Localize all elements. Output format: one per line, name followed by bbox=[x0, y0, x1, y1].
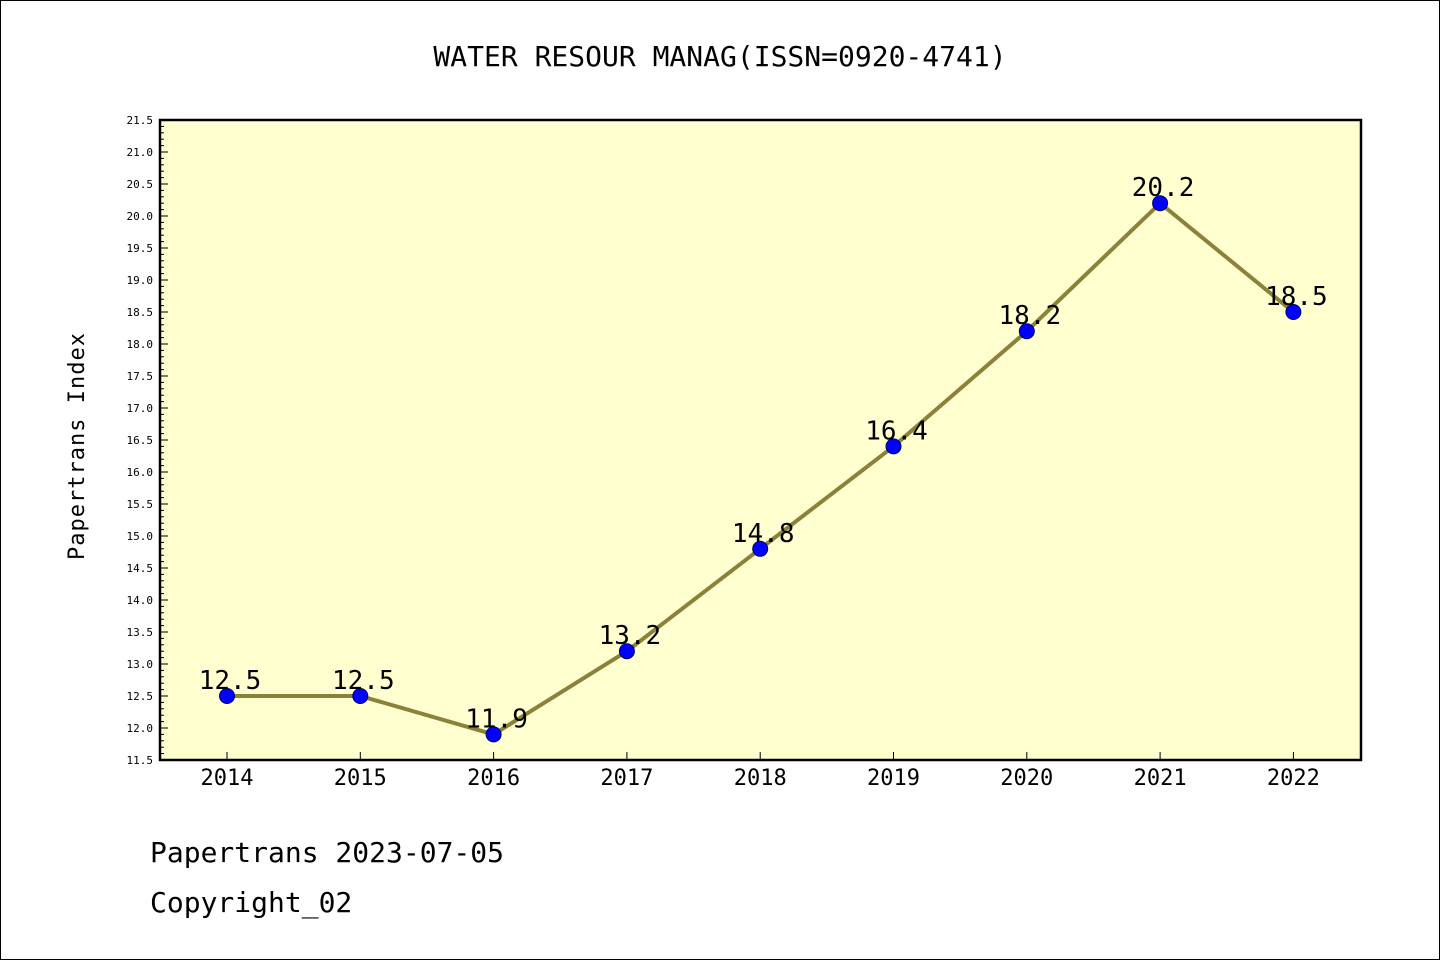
y-tick-label: 19.0 bbox=[127, 274, 154, 287]
data-point bbox=[219, 688, 235, 704]
x-tick-label: 2014 bbox=[201, 766, 254, 791]
y-tick-label: 16.5 bbox=[127, 434, 154, 447]
x-tick-label: 2018 bbox=[734, 766, 787, 791]
data-point bbox=[485, 726, 502, 743]
data-point bbox=[885, 438, 902, 455]
x-axis: 2014 2015 2016 2017 2018 2019 2020 2021 2022 bbox=[201, 752, 1320, 791]
y-tick-label: 17.0 bbox=[127, 402, 154, 415]
y-tick-label: 21.5 bbox=[127, 114, 154, 127]
y-tick-label: 16.0 bbox=[127, 466, 154, 479]
x-tick-label: 2015 bbox=[334, 766, 387, 791]
x-tick-label: 2022 bbox=[1267, 766, 1320, 791]
data-label: 11.9 bbox=[465, 704, 528, 734]
y-tick-label: 18.0 bbox=[127, 338, 154, 351]
data-point bbox=[1018, 323, 1035, 340]
data-markers bbox=[219, 195, 1302, 743]
footer-source: Papertrans 2023-07-05 bbox=[150, 836, 505, 869]
x-tick-label: 2016 bbox=[467, 766, 520, 791]
x-tick-label: 2020 bbox=[1000, 766, 1053, 791]
y-tick-label: 21.0 bbox=[127, 146, 154, 159]
y-tick-label: 13.0 bbox=[127, 658, 154, 671]
chart-title: WATER RESOUR MANAG(ISSN=0920-4741) bbox=[433, 40, 1006, 73]
y-tick-label: 11.5 bbox=[127, 754, 154, 767]
data-point bbox=[1285, 304, 1302, 320]
y-tick-label: 15.5 bbox=[127, 498, 154, 511]
y-tick-label: 20.5 bbox=[127, 178, 154, 191]
y-tick-label: 18.5 bbox=[127, 306, 154, 319]
y-tick-label: 20.0 bbox=[127, 210, 154, 223]
y-tick-label: 17.5 bbox=[127, 370, 154, 383]
data-point bbox=[1152, 195, 1169, 212]
x-tick-label: 2019 bbox=[867, 766, 920, 791]
x-tick-label: 2017 bbox=[600, 766, 653, 791]
y-tick-label: 15.0 bbox=[127, 530, 154, 543]
data-point bbox=[618, 643, 635, 660]
data-label: 12.5 bbox=[332, 666, 395, 696]
data-label: 18.2 bbox=[998, 301, 1061, 331]
data-labels: 12.5 12.5 11.9 13.2 14.8 16.4 18.2 20.2 18.5 bbox=[199, 173, 1328, 734]
y-tick-label: 12.0 bbox=[127, 722, 154, 735]
y-tick-label: 14.5 bbox=[127, 562, 154, 575]
footer-copyright: Copyright_02 bbox=[150, 886, 353, 919]
y-axis-label: Papertrans Index bbox=[65, 332, 90, 560]
x-tick-label: 2021 bbox=[1134, 766, 1187, 791]
plot-area bbox=[160, 120, 1361, 760]
y-tick-label: 12.5 bbox=[127, 690, 154, 703]
data-point bbox=[352, 688, 369, 704]
data-label: 16.4 bbox=[865, 416, 928, 446]
data-label: 20.2 bbox=[1132, 173, 1195, 203]
data-label: 13.2 bbox=[599, 621, 662, 651]
plot-border bbox=[158, 118, 1363, 762]
y-tick-label: 13.5 bbox=[127, 626, 154, 639]
data-label: 12.5 bbox=[199, 666, 262, 696]
y-axis: 11.5 12.0 12.5 13.0 13.5 14.0 14.5 15.0 15.5 16.0… bbox=[127, 114, 168, 767]
data-label: 14.8 bbox=[732, 519, 795, 549]
data-label: 18.5 bbox=[1265, 282, 1328, 312]
data-point bbox=[752, 540, 769, 557]
y-tick-label: 14.0 bbox=[127, 594, 154, 607]
y-tick-label: 19.5 bbox=[127, 242, 154, 255]
